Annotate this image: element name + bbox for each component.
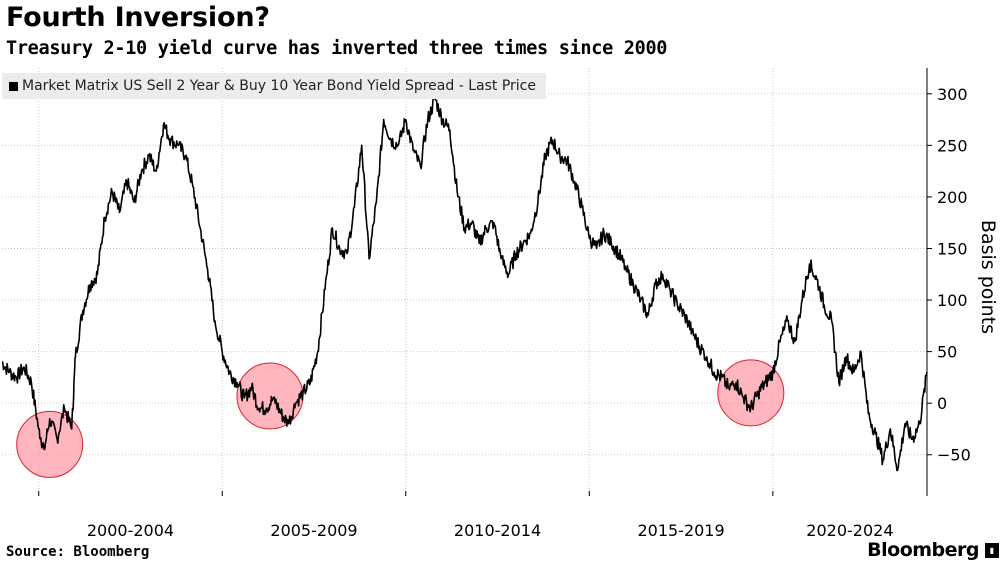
y-tick-label: 250 xyxy=(937,136,968,155)
brand-logo: Bloomberg xyxy=(867,539,979,561)
series-line-yield-spread xyxy=(1,95,928,472)
legend-swatch xyxy=(9,81,18,91)
x-tick-label: 2005-2009 xyxy=(270,521,357,540)
y-tick-label: 50 xyxy=(937,343,957,362)
y-tick-label: 0 xyxy=(937,394,947,413)
chart-legend: Market Matrix US Sell 2 Year & Buy 10 Ye… xyxy=(2,73,546,99)
legend-label: Market Matrix US Sell 2 Year & Buy 10 Ye… xyxy=(22,78,536,94)
x-tick-label: 2015-2019 xyxy=(637,521,724,540)
source-note: Source: Bloomberg xyxy=(6,544,150,560)
x-tick-label: 2000-2004 xyxy=(87,521,174,540)
y-tick-label: 200 xyxy=(937,188,968,207)
y-tick-label: 100 xyxy=(937,291,968,310)
x-tick-label: 2020-2024 xyxy=(806,521,893,540)
chart-subtitle: Treasury 2-10 yield curve has inverted t… xyxy=(6,38,668,59)
y-tick-label: −50 xyxy=(937,446,971,465)
y-tick-label: 300 xyxy=(937,85,968,104)
y-axis-title: Basis points xyxy=(977,220,999,334)
y-tick-label: 150 xyxy=(937,239,968,258)
x-tick-label: 2010-2014 xyxy=(454,521,541,540)
chart-title: Fourth Inversion? xyxy=(6,2,270,33)
inversion-highlight-circle xyxy=(16,410,84,478)
bloomberg-terminal-icon: ▮ xyxy=(985,543,999,558)
